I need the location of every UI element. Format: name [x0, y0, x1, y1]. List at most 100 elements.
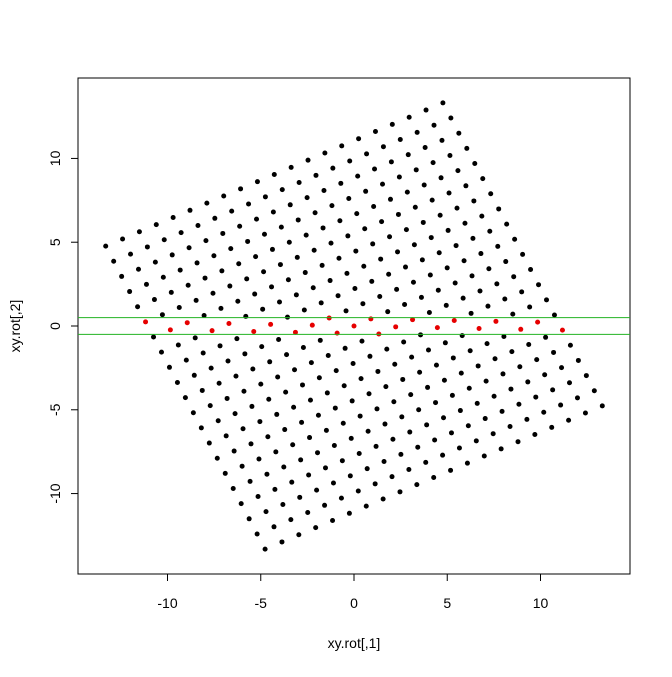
scatter-point — [357, 413, 363, 419]
scatter-point — [248, 441, 254, 447]
scatter-point — [338, 180, 344, 186]
scatter-point — [208, 365, 214, 371]
scatter-point — [448, 467, 454, 473]
scatter-point — [599, 403, 605, 409]
scatter-point — [354, 211, 360, 217]
highlighted-point — [535, 319, 541, 325]
scatter-point — [384, 346, 390, 352]
scatter-point — [319, 262, 325, 268]
scatter-point — [259, 344, 265, 350]
scatter-point — [300, 382, 305, 388]
scatter-point — [301, 307, 307, 313]
highlighted-point — [451, 317, 457, 323]
scatter-point — [457, 408, 463, 414]
scatter-point — [372, 481, 378, 487]
scatter-point — [302, 270, 308, 276]
scatter-point — [318, 300, 324, 306]
scatter-point — [468, 310, 474, 316]
scatter-point — [186, 245, 192, 251]
scatter-point — [454, 205, 460, 211]
scatter-point — [111, 258, 117, 264]
scatter-point — [161, 237, 167, 243]
scatter-point — [175, 342, 181, 348]
scatter-point — [291, 404, 297, 410]
scatter-point — [168, 289, 174, 295]
scatter-point — [185, 282, 191, 288]
scatter-point — [283, 389, 289, 395]
scatter-point — [385, 309, 391, 315]
scatter-point — [378, 256, 384, 262]
scatter-point — [484, 341, 490, 347]
scatter-point — [279, 187, 285, 193]
scatter-point — [416, 407, 422, 413]
scatter-point — [339, 458, 345, 464]
scatter-point — [371, 203, 377, 209]
scatter-point — [337, 218, 343, 224]
scatter-point — [136, 229, 142, 235]
scatter-point — [215, 418, 221, 424]
scatter-point — [270, 209, 276, 215]
scatter-point — [431, 122, 437, 128]
scatter-point — [372, 166, 378, 172]
scatter-point — [285, 277, 291, 283]
scatter-point — [236, 261, 242, 267]
scatter-point — [470, 235, 476, 241]
scatter-point — [322, 150, 328, 156]
scatter-point — [418, 294, 424, 300]
scatter-point — [367, 353, 373, 359]
scatter-point — [524, 416, 530, 422]
scatter-point — [151, 334, 157, 340]
scatter-point — [358, 376, 364, 382]
scatter-point — [447, 153, 453, 158]
scatter-point — [519, 289, 525, 295]
scatter-point — [436, 250, 442, 256]
scatter-point — [424, 422, 430, 428]
scatter-point — [322, 502, 328, 508]
scatter-point — [288, 164, 294, 170]
scatter-point — [360, 301, 366, 307]
scatter-point — [377, 294, 383, 300]
scatter-point — [241, 388, 247, 394]
scatter-point — [550, 387, 556, 393]
scatter-point — [369, 278, 375, 284]
scatter-point — [536, 282, 542, 288]
scatter-point — [387, 196, 393, 202]
scatter-point — [373, 443, 379, 449]
scatter-point — [410, 279, 416, 285]
scatter-point — [440, 452, 446, 458]
scatter-point — [222, 470, 228, 476]
scatter-point — [412, 204, 418, 210]
scatter-point — [250, 366, 256, 372]
x-tick-label: -10 — [157, 595, 177, 611]
scatter-point — [260, 306, 266, 312]
scatter-point — [567, 380, 572, 386]
scatter-point — [159, 312, 165, 318]
scatter-point — [397, 489, 403, 495]
scatter-point — [429, 197, 435, 203]
scatter-point — [214, 455, 220, 461]
x-tick-label: 10 — [533, 595, 549, 611]
scatter-point — [294, 254, 300, 260]
scatter-point — [191, 372, 197, 378]
scatter-point — [343, 308, 349, 314]
scatter-point — [340, 420, 346, 426]
scatter-point — [119, 273, 125, 279]
scatter-point — [127, 289, 133, 295]
scatter-point — [263, 509, 269, 515]
scatter-point — [427, 272, 433, 278]
scatter-point — [136, 266, 141, 272]
scatter-point — [144, 244, 150, 250]
scatter-point — [591, 388, 597, 394]
scatter-point — [408, 392, 414, 398]
scatter-point — [253, 254, 259, 260]
scatter-point — [399, 414, 405, 420]
scatter-point — [230, 486, 236, 492]
scatter-point — [278, 224, 284, 230]
scatter-point — [446, 190, 452, 196]
scatter-point — [316, 375, 322, 381]
scatter-point — [321, 187, 327, 193]
scatter-point — [262, 546, 268, 552]
scatter-point — [425, 384, 431, 390]
highlighted-point — [410, 317, 416, 323]
scatter-point — [273, 449, 279, 455]
